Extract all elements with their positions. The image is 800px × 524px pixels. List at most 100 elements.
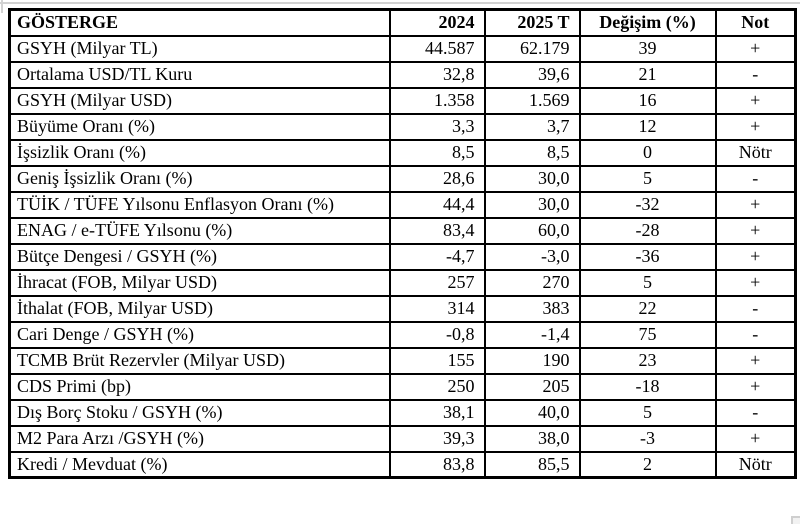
- table-row: TÜİK / TÜFE Yılsonu Enflasyon Oranı (%) 4…: [8, 190, 797, 219]
- note-cell: -: [714, 60, 797, 89]
- table-row: M2 Para Arzı /GSYH (%) 39,3 38,0 -3 +: [8, 424, 797, 453]
- change-percent-cell: 39: [578, 34, 717, 63]
- value-2024-cell: 28,6: [388, 164, 486, 193]
- indicator-name-cell: ENAG / e-TÜFE Yılsonu (%): [8, 216, 391, 245]
- indicator-name-cell: GSYH (Milyar TL): [8, 34, 391, 63]
- note-cell: +: [714, 372, 797, 401]
- value-2025t-cell: 190: [483, 346, 581, 375]
- table-row: GSYH (Milyar TL) 44.587 62.179 39 +: [8, 34, 797, 63]
- economic-indicators-table: GÖSTERGE 2024 2025 T Değişim (%) Not GSY…: [8, 8, 797, 479]
- change-percent-cell: -3: [578, 424, 717, 453]
- value-2024-cell: 155: [388, 346, 486, 375]
- indicator-name-cell: Dış Borç Stoku / GSYH (%): [8, 398, 391, 427]
- value-2025t-cell: -3,0: [483, 242, 581, 271]
- value-2024-cell: 1.358: [388, 86, 486, 115]
- value-2024-cell: 250: [388, 372, 486, 401]
- table-row: TCMB Brüt Rezervler (Milyar USD) 155 190 23…: [8, 346, 797, 375]
- indicator-name-cell: Cari Denge / GSYH (%): [8, 320, 391, 349]
- note-cell: Nötr: [714, 450, 797, 479]
- note-cell: +: [714, 190, 797, 219]
- indicator-name-cell: CDS Primi (bp): [8, 372, 391, 401]
- indicator-name-cell: Ortalama USD/TL Kuru: [8, 60, 391, 89]
- indicator-name-cell: İşsizlik Oranı (%): [8, 138, 391, 167]
- table-row: İhracat (FOB, Milyar USD) 257 270 5 +: [8, 268, 797, 297]
- table-row: ENAG / e-TÜFE Yılsonu (%) 83,4 60,0 -28 +: [8, 216, 797, 245]
- value-2025t-cell: 85,5: [483, 450, 581, 479]
- value-2024-cell: 39,3: [388, 424, 486, 453]
- column-header-degisim: Değişim (%): [578, 8, 717, 37]
- table-row: Geniş İşsizlik Oranı (%) 28,6 30,0 5-: [8, 164, 797, 193]
- indicator-name-cell: İhracat (FOB, Milyar USD): [8, 268, 391, 297]
- note-cell: +: [714, 424, 797, 453]
- value-2024-cell: 314: [388, 294, 486, 323]
- change-percent-cell: 5: [578, 398, 717, 427]
- table-row: İşsizlik Oranı (%) 8,5 8,5 0 Nötr: [8, 138, 797, 167]
- value-2025t-cell: 270: [483, 268, 581, 297]
- column-header-2024: 2024: [388, 8, 486, 37]
- header-row: GÖSTERGE 2024 2025 T Değişim (%) Not: [8, 8, 797, 37]
- page-top-edge: [0, 2, 800, 4]
- column-header-2025t: 2025 T: [483, 8, 581, 37]
- indicator-name-cell: Bütçe Dengesi / GSYH (%): [8, 242, 391, 271]
- value-2025t-cell: 30,0: [483, 190, 581, 219]
- change-percent-cell: 5: [578, 268, 717, 297]
- column-header-gosterge: GÖSTERGE: [8, 8, 391, 37]
- note-cell: +: [714, 34, 797, 63]
- value-2024-cell: 44,4: [388, 190, 486, 219]
- value-2024-cell: 83,4: [388, 216, 486, 245]
- value-2025t-cell: 3,7: [483, 112, 581, 141]
- column-header-not: Not: [714, 8, 797, 37]
- change-percent-cell: -28: [578, 216, 717, 245]
- table-row: Cari Denge / GSYH (%) -0,8 -1,4 75-: [8, 320, 797, 349]
- indicator-name-cell: TCMB Brüt Rezervler (Milyar USD): [8, 346, 391, 375]
- table-row: Büyüme Oranı (%) 3,3 3,7 12 +: [8, 112, 797, 141]
- note-cell: -: [714, 398, 797, 427]
- value-2025t-cell: 1.569: [483, 86, 581, 115]
- page-corner-mark: [1, 0, 3, 13]
- value-2025t-cell: 38,0: [483, 424, 581, 453]
- value-2024-cell: 44.587: [388, 34, 486, 63]
- value-2024-cell: 38,1: [388, 398, 486, 427]
- value-2025t-cell: 8,5: [483, 138, 581, 167]
- table-row: GSYH (Milyar USD) 1.358 1.569 16 +: [8, 86, 797, 115]
- change-percent-cell: 21: [578, 60, 717, 89]
- value-2024-cell: 83,8: [388, 450, 486, 479]
- note-cell: -: [714, 294, 797, 323]
- note-cell: +: [714, 346, 797, 375]
- note-cell: +: [714, 86, 797, 115]
- change-percent-cell: 22: [578, 294, 717, 323]
- note-cell: +: [714, 242, 797, 271]
- note-cell: -: [714, 320, 797, 349]
- change-percent-cell: -36: [578, 242, 717, 271]
- value-2024-cell: 32,8: [388, 60, 486, 89]
- note-cell: +: [714, 268, 797, 297]
- table-row: Ortalama USD/TL Kuru 32,8 39,6 21-: [8, 60, 797, 89]
- value-2025t-cell: 62.179: [483, 34, 581, 63]
- value-2024-cell: -4,7: [388, 242, 486, 271]
- note-cell: +: [714, 112, 797, 141]
- value-2025t-cell: 40,0: [483, 398, 581, 427]
- table-row: Bütçe Dengesi / GSYH (%) -4,7 -3,0 -36 +: [8, 242, 797, 271]
- note-cell: -: [714, 164, 797, 193]
- change-percent-cell: 16: [578, 86, 717, 115]
- change-percent-cell: 2: [578, 450, 717, 479]
- value-2024-cell: -0,8: [388, 320, 486, 349]
- indicator-name-cell: Büyüme Oranı (%): [8, 112, 391, 141]
- value-2025t-cell: 205: [483, 372, 581, 401]
- change-percent-cell: 0: [578, 138, 717, 167]
- value-2024-cell: 3,3: [388, 112, 486, 141]
- change-percent-cell: -32: [578, 190, 717, 219]
- indicator-name-cell: GSYH (Milyar USD): [8, 86, 391, 115]
- value-2025t-cell: -1,4: [483, 320, 581, 349]
- value-2025t-cell: 30,0: [483, 164, 581, 193]
- value-2025t-cell: 39,6: [483, 60, 581, 89]
- indicator-name-cell: İthalat (FOB, Milyar USD): [8, 294, 391, 323]
- note-cell: +: [714, 216, 797, 245]
- value-2025t-cell: 383: [483, 294, 581, 323]
- table-row: CDS Primi (bp) 250 205 -18 +: [8, 372, 797, 401]
- value-2024-cell: 8,5: [388, 138, 486, 167]
- table-row: Dış Borç Stoku / GSYH (%) 38,1 40,0 5-: [8, 398, 797, 427]
- value-2025t-cell: 60,0: [483, 216, 581, 245]
- change-percent-cell: 12: [578, 112, 717, 141]
